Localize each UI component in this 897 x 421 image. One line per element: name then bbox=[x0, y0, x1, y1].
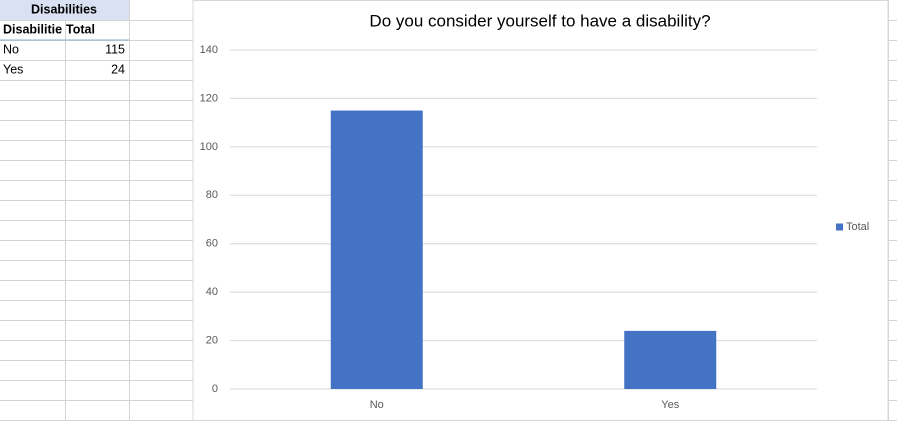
chart-title: Do you consider yourself to have a disab… bbox=[369, 11, 710, 30]
pivot-header-bg bbox=[0, 0, 129, 20]
y-tick-label: 20 bbox=[206, 334, 218, 346]
row-label: Yes bbox=[3, 62, 23, 76]
row-value: 115 bbox=[105, 42, 125, 56]
y-tick-label: 140 bbox=[200, 44, 218, 56]
y-tick-label: 100 bbox=[200, 141, 218, 153]
y-tick-label: 0 bbox=[212, 383, 218, 395]
row-label: No bbox=[3, 42, 19, 56]
x-tick-label: No bbox=[370, 399, 384, 411]
row-header: Disabilitie bbox=[3, 22, 62, 36]
x-tick-label: Yes bbox=[661, 399, 679, 411]
chart-area bbox=[192, 0, 889, 421]
row-value: 24 bbox=[111, 62, 125, 76]
bar bbox=[624, 330, 717, 389]
y-tick-label: 80 bbox=[206, 189, 218, 201]
table-title: Disabilities bbox=[31, 2, 97, 16]
y-tick-label: 120 bbox=[200, 92, 218, 104]
legend-swatch bbox=[836, 223, 843, 231]
chart: 0 20 40 60 80 100 120 140 No Yes Total bbox=[200, 44, 870, 411]
legend-label: Total bbox=[846, 221, 869, 233]
y-tick-label: 60 bbox=[206, 238, 218, 250]
y-tick-label: 40 bbox=[206, 286, 218, 298]
value-header: Total bbox=[66, 22, 95, 36]
bar bbox=[330, 110, 423, 390]
